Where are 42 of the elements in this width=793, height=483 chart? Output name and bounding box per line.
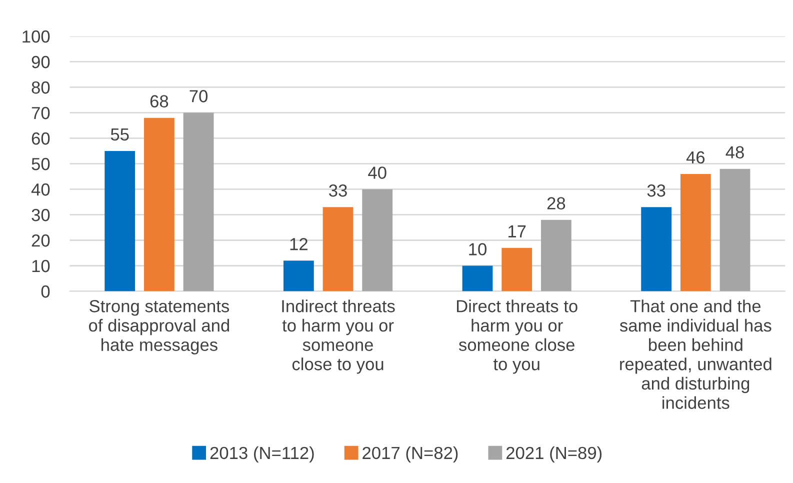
y-tick-label: 70 [32,106,50,120]
data-label: 48 [726,146,744,158]
x-tick-label: Direct threats to harm you or someone close to you [456,300,578,374]
data-label: 12 [290,238,308,250]
y-tick-label: 50 [32,158,50,170]
bar [362,189,393,292]
data-label: 33 [329,184,347,197]
bar [283,260,314,292]
y-tick-label: 30 [32,208,50,222]
y-tick-label: 100 [22,30,50,43]
y-tick-label: 80 [32,81,50,94]
bar [144,118,174,292]
y-tick-label: 60 [32,132,50,145]
y-tick-label: 90 [32,56,50,68]
y-tick-label: 10 [32,260,50,272]
data-label: 46 [686,151,705,164]
bar [462,266,493,292]
x-tick-label: Indirect threats to harm you or someone close to you [282,300,395,374]
x-tick-label: Strong statements of disapproval and hate messages [88,300,230,354]
data-label: 40 [368,166,386,179]
y-tick-label: 20 [32,234,50,247]
y-tick-label: 40 [31,183,50,196]
data-label: 55 [110,128,129,141]
legend-label: 2021 (N=89) [506,446,602,463]
data-label: 17 [508,225,526,238]
bar [680,174,711,292]
bar [322,207,354,292]
data-label: 70 [190,90,208,102]
bar [502,248,532,292]
bar [720,168,750,292]
bar [183,112,214,292]
bar [540,220,572,292]
legend-label: 2017 (N=82) [362,446,458,463]
legend-label: 2013 (N=112) [210,446,314,463]
data-label: 68 [150,95,168,108]
data-label: 10 [469,243,486,256]
bar [641,207,672,292]
x-tick-label: That one and the same individual has been behind repeated, unwanted and disturbing incidents [620,300,772,409]
data-label: 28 [547,197,566,210]
data-label: 33 [647,184,666,197]
y-tick-label: 0 [41,285,50,298]
bar [104,150,136,292]
